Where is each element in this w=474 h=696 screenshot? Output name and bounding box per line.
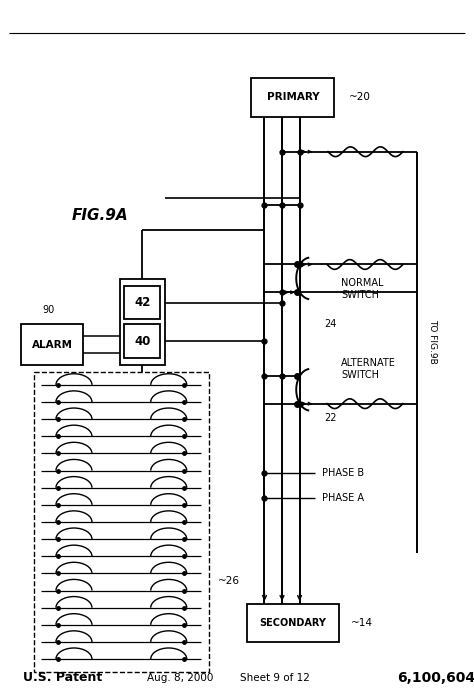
Bar [124,286,160,319]
Text: 22: 22 [325,413,337,422]
Text: ~26: ~26 [218,576,240,586]
Text: 24: 24 [325,319,337,329]
Bar [34,372,209,672]
Bar [124,324,160,358]
Text: PHASE B: PHASE B [322,468,365,478]
Text: ~20: ~20 [348,93,371,102]
Text: NORMAL
SWITCH: NORMAL SWITCH [341,278,384,300]
Bar [251,78,335,116]
Text: FIG.9A: FIG.9A [71,208,128,223]
Text: 40: 40 [134,335,150,347]
Text: TO FIG.9B: TO FIG.9B [428,319,437,363]
Bar [119,279,165,365]
Bar [21,324,83,365]
Text: 42: 42 [134,296,150,309]
Text: 90: 90 [43,305,55,315]
Text: U.S. Patent: U.S. Patent [23,672,102,684]
Text: ALARM: ALARM [32,340,73,349]
Text: ~14: ~14 [351,618,373,628]
Text: Aug. 8, 2000: Aug. 8, 2000 [147,673,213,683]
Text: PHASE A: PHASE A [322,493,365,503]
Text: PRIMARY: PRIMARY [266,93,319,102]
Text: SECONDARY: SECONDARY [259,618,327,628]
Text: 6,100,604: 6,100,604 [397,671,474,685]
Bar [246,604,339,642]
Text: ALTERNATE
SWITCH: ALTERNATE SWITCH [341,358,396,380]
Text: Sheet 9 of 12: Sheet 9 of 12 [240,673,310,683]
